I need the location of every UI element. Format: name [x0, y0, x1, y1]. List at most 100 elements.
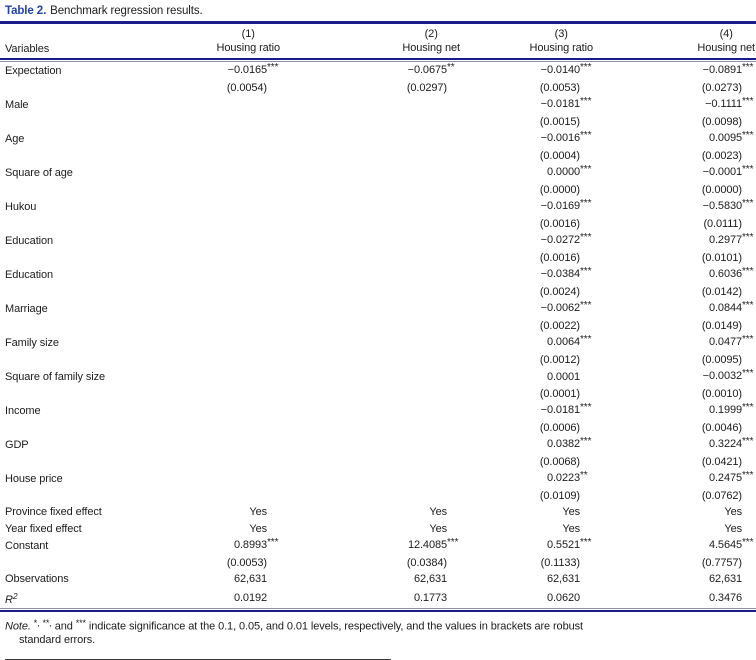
- column-header-4: (4) Housing net: [594, 24, 756, 58]
- table-row-se: (0.0022) (0.0149): [0, 318, 756, 335]
- cell-value: 0.6036***: [708, 266, 754, 280]
- cell-value: [150, 386, 281, 403]
- cell-value: 0.3476: [708, 591, 742, 604]
- table-row-se: (0.0024) (0.0142): [0, 284, 756, 301]
- cell-value: (0.0109): [539, 489, 580, 502]
- table-row: Year fixed effect Yes Yes Yes Yes: [0, 521, 756, 538]
- cell-value: Yes: [429, 506, 447, 518]
- table-row-se: (0.0004) (0.0023): [0, 148, 756, 165]
- table-row: GDP 0.0382*** 0.3224***: [0, 436, 756, 454]
- table-row: Constant 0.8993*** 12.4085*** 0.5521*** 4.56…: [0, 537, 756, 555]
- cell-value: [150, 96, 281, 114]
- table-row-se: (0.0109) (0.0762): [0, 488, 756, 505]
- table-row: Marriage −0.0062*** 0.0844***: [0, 300, 756, 318]
- column-number-2: (2): [424, 28, 438, 40]
- cell-value: (0.0142): [701, 285, 742, 298]
- cell-value: [281, 250, 461, 267]
- cell-value: (0.0297): [406, 81, 447, 94]
- cell-value: [281, 402, 461, 420]
- row-label: Age: [5, 132, 25, 145]
- row-label: [0, 216, 150, 233]
- cell-value: [281, 420, 461, 437]
- column-name-3: Housing ratio: [529, 41, 593, 54]
- row-label: [0, 114, 150, 131]
- cell-value: [150, 232, 281, 250]
- cell-value: [150, 470, 281, 488]
- cell-value: [281, 96, 461, 114]
- table-row-se: (0.0068) (0.0421): [0, 454, 756, 471]
- cell-value: [150, 420, 281, 437]
- regression-table-body: Expectation −0.0165*** −0.0675** −0.0140***…: [0, 62, 756, 608]
- column-name-4: Housing net: [697, 41, 755, 54]
- cell-value: (0.0022): [539, 319, 580, 332]
- column-header-1: (1) Housing ratio: [150, 24, 281, 58]
- cell-value: Yes: [562, 522, 580, 535]
- cell-value: (0.0010): [701, 387, 742, 400]
- column-header-2: (2) Housing net: [281, 24, 461, 58]
- row-label: [0, 352, 150, 369]
- cell-value: [150, 182, 281, 199]
- table-title: Table 2. Benchmark regression results.: [0, 0, 756, 19]
- cell-value: 0.0095***: [708, 130, 754, 144]
- row-label: Square of family size: [5, 370, 105, 383]
- significance-star-3: ***: [75, 618, 86, 628]
- header-box-1: (1) Housing ratio: [216, 28, 280, 55]
- note-text-line1: indicate significance at the 0.1, 0.05, …: [85, 620, 583, 633]
- cell-value: [281, 114, 461, 131]
- cell-value: 0.2475***: [708, 470, 754, 484]
- cell-value: [281, 318, 461, 335]
- regression-table-header: Variables (1) Housing ratio (2) Housing …: [0, 24, 756, 58]
- cell-value: −0.0384***: [540, 266, 592, 280]
- row-label: Year fixed effect: [5, 522, 82, 535]
- cell-value: −0.1111***: [705, 96, 754, 110]
- header-divider-rule: [0, 58, 756, 62]
- cell-value: (0.0101): [701, 251, 742, 264]
- cell-value: (0.0384): [406, 556, 447, 569]
- cell-value: [281, 216, 461, 233]
- table-row-se: (0.0006) (0.0046): [0, 420, 756, 437]
- row-label: Expectation: [5, 64, 62, 77]
- cell-value: [150, 250, 281, 267]
- column-number-1: (1): [241, 28, 255, 40]
- column-number-4: (4): [719, 28, 733, 40]
- table-row: Education −0.0272*** 0.2977***: [0, 232, 756, 250]
- cell-value: 62,631: [546, 573, 580, 585]
- cell-value: −0.0181***: [540, 96, 592, 110]
- cell-value: Yes: [249, 522, 267, 535]
- row-label: Constant: [5, 539, 49, 552]
- row-label: Income: [5, 404, 41, 417]
- table-row: Hukou −0.0169*** −0.5830***: [0, 198, 756, 216]
- column-header-variables: Variables: [5, 43, 50, 55]
- cell-value: Yes: [562, 506, 580, 518]
- cell-value: (0.0046): [701, 421, 742, 434]
- table-row: Expectation −0.0165*** −0.0675** −0.0140***…: [0, 62, 756, 80]
- table-row: Square of family size 0.0001 −0.0032***: [0, 368, 756, 386]
- cell-value: (0.7757): [701, 556, 742, 569]
- column-header-3: (3) Housing ratio: [461, 24, 594, 58]
- cell-value: Yes: [429, 522, 447, 535]
- cell-value: (0.0762): [701, 489, 742, 502]
- cell-value: 0.0223**: [546, 470, 588, 484]
- cell-value: [150, 318, 281, 335]
- cell-value: [281, 368, 461, 386]
- cell-value: −0.0169***: [540, 198, 592, 212]
- significance-star-1: *,: [33, 618, 40, 628]
- note-separator-2: and: [51, 620, 76, 633]
- row-label: Hukou: [5, 200, 37, 213]
- cell-value: (0.0098): [701, 115, 742, 128]
- row-label: [0, 454, 150, 471]
- header-box-4: (4) Housing net: [697, 28, 755, 55]
- cell-value: (0.0016): [539, 217, 580, 230]
- cell-value: [281, 352, 461, 369]
- cell-value: 0.1773: [413, 591, 447, 604]
- cell-value: (0.0024): [539, 285, 580, 298]
- cell-value: [150, 368, 281, 386]
- cell-value: 0.3224***: [708, 436, 754, 450]
- cell-value: [281, 386, 461, 403]
- table-row: Province fixed effect Yes Yes Yes Yes: [0, 504, 756, 521]
- cell-value: [281, 198, 461, 216]
- table-row: Observations 62,631 62,631 62,631 62,631: [0, 571, 756, 588]
- column-name-1: Housing ratio: [216, 41, 280, 54]
- row-label: [0, 284, 150, 301]
- row-label: Education: [5, 268, 54, 281]
